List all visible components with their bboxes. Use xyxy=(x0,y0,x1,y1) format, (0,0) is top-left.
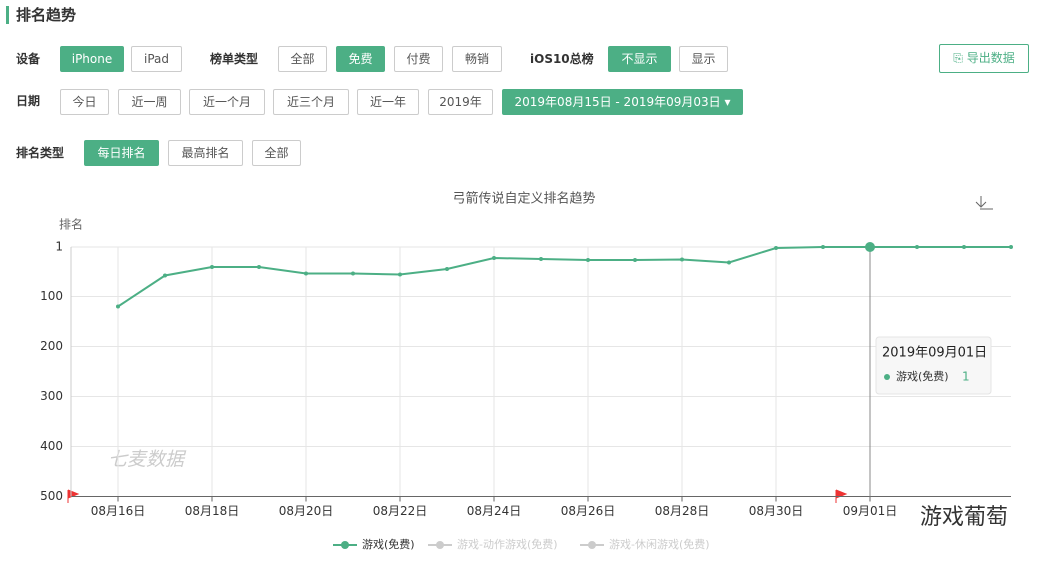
export-text: 导出数据 xyxy=(966,51,1015,65)
y-tick-label: 500 xyxy=(40,489,63,503)
x-tick-label: 08月18日 xyxy=(185,504,240,518)
tooltip-dot xyxy=(884,374,890,380)
header-accent xyxy=(6,6,9,24)
button[interactable]: 近三个月 xyxy=(273,89,349,115)
x-tick-label: 08月22日 xyxy=(373,504,428,518)
tooltip-title: 2019年09月01日 xyxy=(882,346,987,361)
point xyxy=(116,304,120,309)
flag-icon xyxy=(67,489,80,503)
button[interactable]: iPad xyxy=(131,46,182,72)
point xyxy=(680,257,684,262)
point xyxy=(586,258,590,262)
point xyxy=(257,265,261,269)
point xyxy=(915,245,919,249)
legend-label: 游戏-动作游戏(免费) xyxy=(457,537,558,551)
legend-dot xyxy=(588,541,596,549)
point xyxy=(492,256,496,260)
button[interactable]: 全部 xyxy=(252,140,301,166)
x-tick-label: 08月26日 xyxy=(561,504,616,518)
point xyxy=(727,260,731,265)
x-tick-label: 08月20日 xyxy=(279,504,334,518)
point xyxy=(351,271,355,276)
watermark: 七麦数据 xyxy=(108,449,187,471)
point xyxy=(633,258,637,262)
point xyxy=(868,245,872,249)
filter-label: iOS10总榜 xyxy=(530,52,594,66)
chart-title: 弓箭传说自定义排名趋势 xyxy=(452,191,595,207)
y-tick-label: 200 xyxy=(40,339,63,353)
y-tick-label: 300 xyxy=(40,389,63,403)
y-tick-label: 400 xyxy=(40,439,63,453)
button[interactable]: 全部 xyxy=(278,46,327,72)
watermark: 游戏葡萄 xyxy=(920,505,1008,530)
filter-label: 日期 xyxy=(16,94,41,108)
button[interactable]: 今日 xyxy=(60,89,109,115)
point xyxy=(539,257,543,261)
button[interactable]: 近一周 xyxy=(118,89,181,115)
x-tick-label: 08月28日 xyxy=(655,504,710,518)
point xyxy=(304,271,308,276)
legend-label: 游戏(免费) xyxy=(362,537,415,551)
y-tick-label: 100 xyxy=(40,289,63,303)
button[interactable]: 付费 xyxy=(394,46,443,72)
button[interactable]: 不显示 xyxy=(608,46,671,72)
button[interactable]: 近一个月 xyxy=(189,89,265,115)
point xyxy=(445,267,449,271)
y-axis-label: 排名 xyxy=(59,217,83,232)
button[interactable]: 近一年 xyxy=(357,89,419,115)
button[interactable]: iPhone xyxy=(60,46,124,72)
point xyxy=(821,245,825,249)
export-button[interactable]: ⎘ 导出数据 xyxy=(939,44,1029,73)
point xyxy=(398,272,402,277)
button[interactable]: 每日排名 xyxy=(84,140,159,166)
legend-dot xyxy=(341,541,349,549)
filter-label: 设备 xyxy=(16,52,41,66)
point xyxy=(210,265,214,269)
legend-dot xyxy=(436,541,444,549)
point xyxy=(774,246,778,250)
button[interactable]: 2019年 xyxy=(428,89,493,115)
x-tick-label: 09月01日 xyxy=(843,504,898,518)
download-icon[interactable] xyxy=(975,196,993,210)
filter-label: 排名类型 xyxy=(16,146,65,160)
point xyxy=(962,245,966,249)
line xyxy=(117,246,1011,308)
header-title: 排名趋势 xyxy=(16,6,77,24)
date-range-text: 2019年08月15日 - 2019年09月03日 xyxy=(514,95,721,109)
legend-label: 游戏-休闲游戏(免费) xyxy=(609,537,710,551)
button[interactable]: 最高排名 xyxy=(168,140,243,166)
button[interactable]: 免费 xyxy=(336,46,385,72)
y-tick-label: 1 xyxy=(55,240,63,254)
x-tick-label: 08月16日 xyxy=(91,504,146,518)
button[interactable]: 显示 xyxy=(679,46,728,72)
point xyxy=(1009,245,1013,249)
x-tick-label: 08月30日 xyxy=(749,504,804,518)
x-tick-label: 08月24日 xyxy=(467,504,522,518)
filter-label: 榜单类型 xyxy=(210,52,259,66)
tooltip-value: 1 xyxy=(962,370,970,384)
date-range[interactable]: 2019年08月15日 - 2019年09月03日 ▾ xyxy=(502,89,743,115)
flag-icon xyxy=(835,489,848,503)
point xyxy=(163,273,167,278)
tooltip xyxy=(875,336,992,395)
button[interactable]: 畅销 xyxy=(452,46,502,72)
tooltip-series: 游戏(免费) xyxy=(896,369,949,383)
highlight-point xyxy=(865,242,875,252)
